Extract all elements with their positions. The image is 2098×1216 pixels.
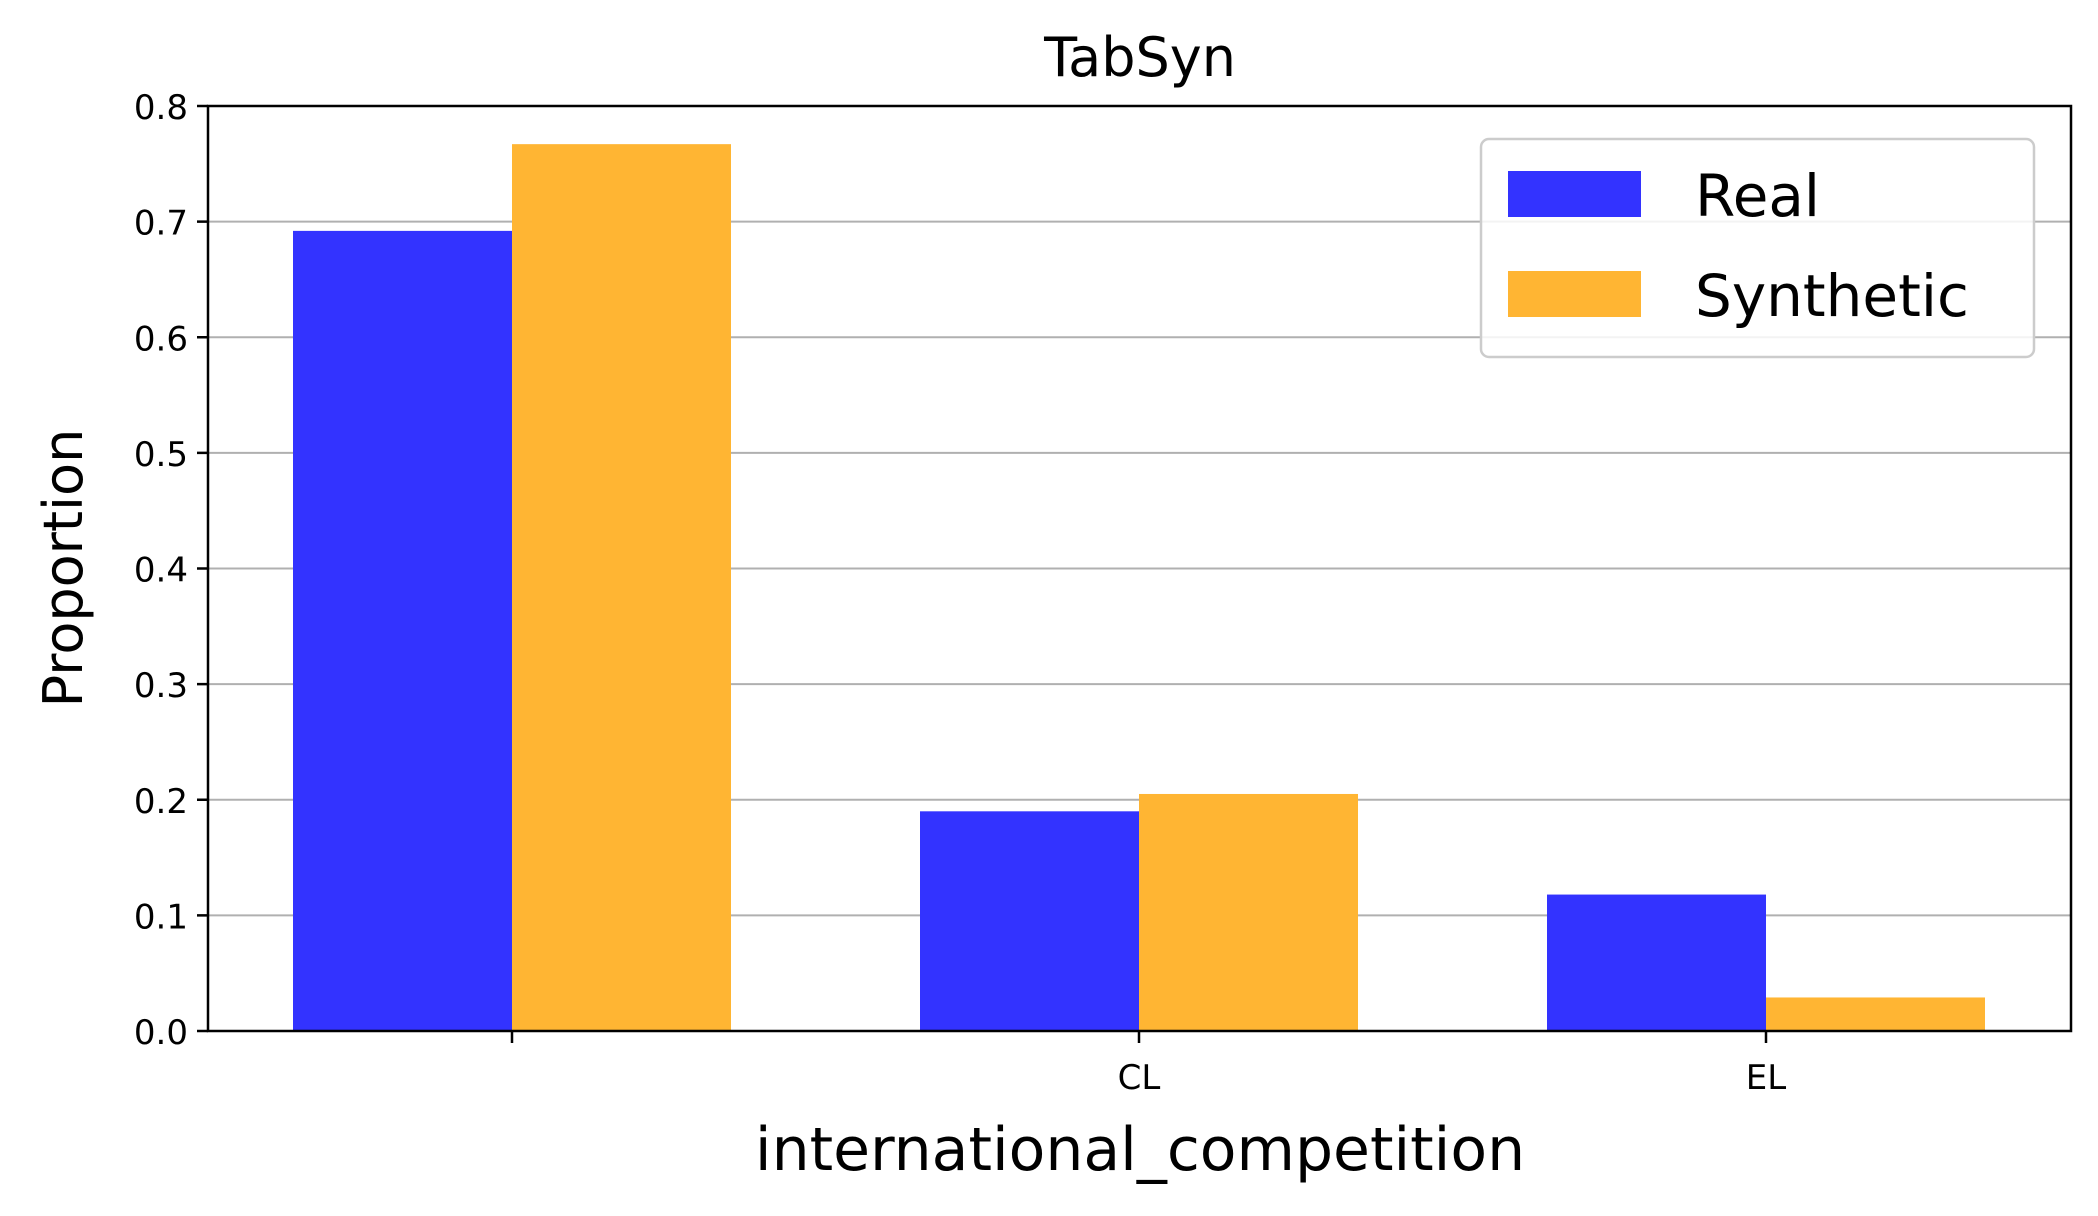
y-tick-label: 0.4	[134, 551, 188, 591]
x-axis-label: international_competition	[755, 1115, 1525, 1185]
legend-swatch-synthetic	[1508, 271, 1641, 317]
legend: Real Synthetic	[1479, 137, 2036, 359]
legend-label-synthetic: Synthetic	[1695, 262, 1969, 330]
bar-synthetic-CL	[1139, 793, 1358, 1031]
chart-title: TabSyn	[1043, 26, 1236, 89]
y-tick-label: 0.6	[134, 319, 188, 359]
y-tick-label: 0.5	[134, 435, 188, 475]
y-tick-label: 0.7	[134, 204, 188, 244]
y-tick-label: 0.0	[134, 1013, 188, 1053]
y-tick-label: 0.8	[134, 88, 188, 128]
x-tick-label: EL	[1746, 1058, 1786, 1098]
bar-real-blank	[293, 230, 512, 1031]
x-tick-label: CL	[1118, 1058, 1161, 1098]
bar-synthetic-blank	[512, 144, 731, 1031]
y-tick-label: 0.3	[134, 666, 188, 706]
bar-synthetic-EL	[1766, 997, 1985, 1031]
bar-real-EL	[1547, 894, 1766, 1031]
y-axis-label: Proportion	[32, 429, 95, 708]
bar-real-CL	[920, 811, 1139, 1031]
legend-swatch-real	[1508, 171, 1641, 217]
bars	[293, 144, 1985, 1031]
y-tick-label: 0.2	[134, 782, 188, 822]
x-axis: CL EL	[510, 1031, 1786, 1098]
legend-label-real: Real	[1695, 162, 1820, 230]
y-tick-label: 0.1	[134, 897, 188, 937]
y-axis: 0.0 0.1 0.2 0.3 0.4 0.5 0.6 0.7 0.8	[134, 88, 208, 1053]
